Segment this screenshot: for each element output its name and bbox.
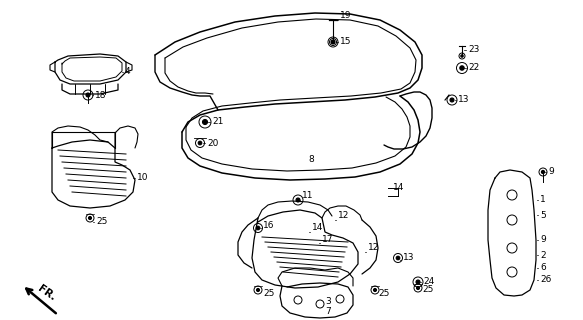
Circle shape [332, 41, 335, 44]
Text: 21: 21 [212, 117, 223, 126]
Circle shape [198, 141, 202, 145]
Text: 19: 19 [340, 11, 352, 20]
Circle shape [416, 280, 420, 284]
Text: 25: 25 [422, 285, 433, 294]
Text: 7: 7 [325, 308, 331, 316]
Text: 15: 15 [340, 37, 352, 46]
Circle shape [450, 98, 454, 102]
Text: 8: 8 [308, 156, 314, 164]
Text: 25: 25 [378, 289, 389, 298]
Text: 3: 3 [325, 298, 331, 307]
Text: 6: 6 [540, 263, 546, 273]
Text: 10: 10 [137, 173, 149, 182]
Text: 13: 13 [403, 253, 415, 262]
Text: 12: 12 [338, 212, 349, 220]
Circle shape [374, 289, 377, 292]
Text: 22: 22 [468, 63, 479, 73]
Text: 23: 23 [468, 45, 479, 54]
Text: 17: 17 [322, 236, 333, 244]
Circle shape [461, 55, 463, 57]
Text: 9: 9 [548, 167, 554, 177]
Text: 18: 18 [95, 91, 107, 100]
Text: 25: 25 [96, 218, 107, 227]
Text: FR.: FR. [36, 283, 58, 303]
Text: 14: 14 [393, 183, 405, 193]
Circle shape [202, 119, 208, 124]
Circle shape [460, 66, 464, 70]
Text: 26: 26 [540, 276, 552, 284]
Text: 1: 1 [540, 196, 546, 204]
Text: 20: 20 [207, 139, 219, 148]
Circle shape [331, 40, 335, 44]
Text: 16: 16 [263, 221, 275, 230]
Text: 9: 9 [540, 236, 546, 244]
Text: 12: 12 [368, 244, 380, 252]
Text: 13: 13 [458, 95, 469, 105]
Text: 4: 4 [125, 68, 131, 76]
Circle shape [257, 289, 259, 292]
Circle shape [256, 226, 260, 230]
Circle shape [396, 256, 400, 260]
Circle shape [296, 198, 300, 202]
Text: 24: 24 [423, 277, 434, 286]
Circle shape [542, 170, 545, 173]
Text: 25: 25 [263, 289, 275, 298]
Text: 5: 5 [540, 211, 546, 220]
Circle shape [89, 217, 92, 220]
Text: 2: 2 [540, 251, 546, 260]
Text: 11: 11 [302, 191, 314, 201]
Circle shape [416, 286, 420, 290]
Circle shape [86, 93, 90, 97]
Text: 14: 14 [312, 223, 324, 233]
